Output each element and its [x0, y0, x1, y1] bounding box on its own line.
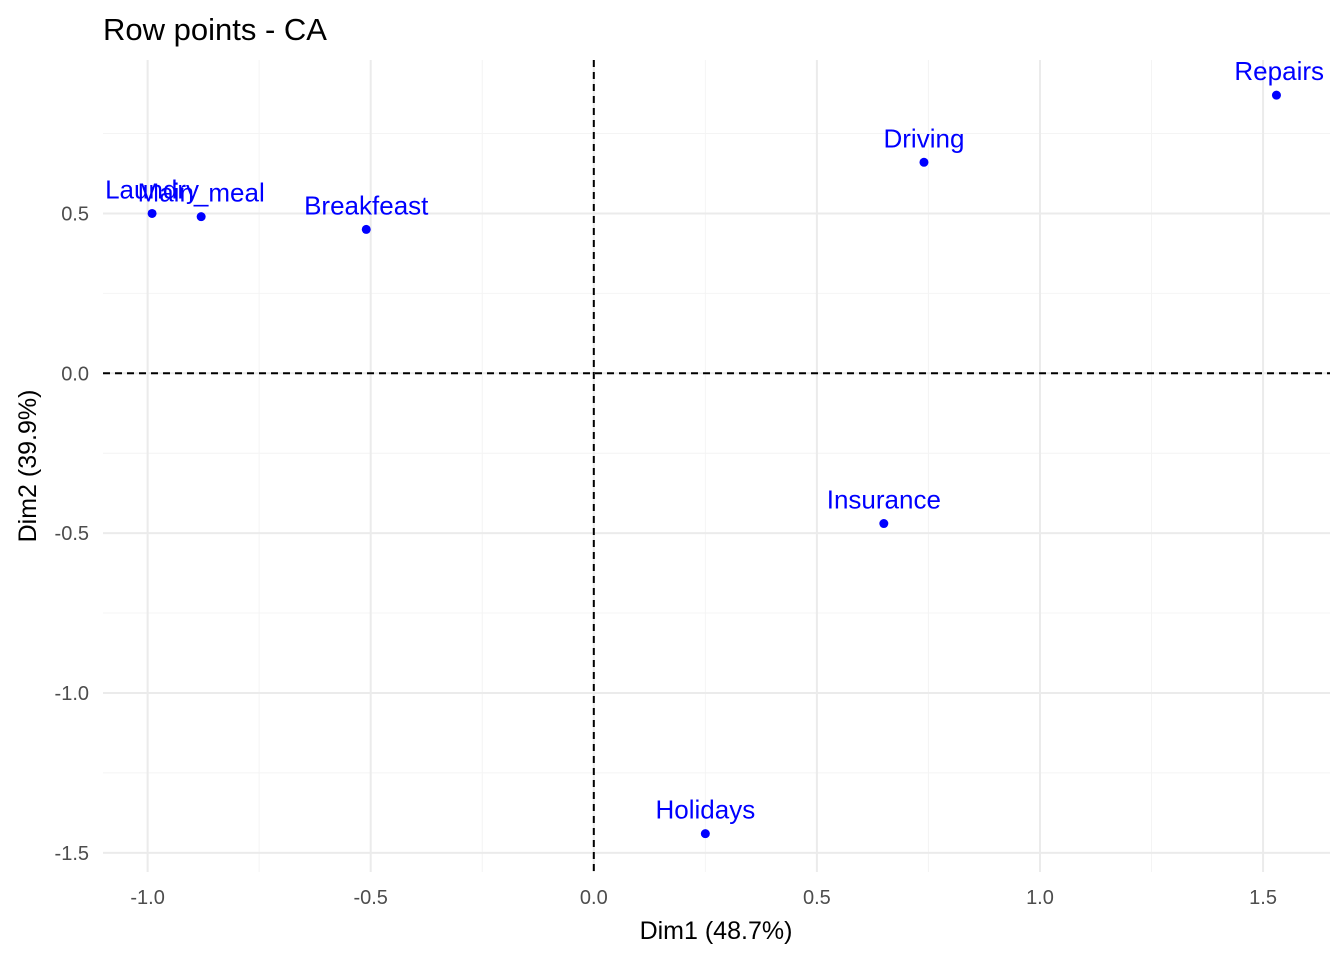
data-point-label: Breakfeast: [304, 190, 429, 220]
data-point-label: Main_meal: [138, 178, 265, 208]
y-tick-label: 0.0: [61, 363, 89, 385]
x-tick-label: 0.0: [580, 887, 608, 909]
data-point: [196, 212, 206, 222]
data-point: [147, 208, 157, 218]
data-point-label: Holidays: [655, 795, 755, 825]
grid: [103, 60, 1330, 872]
data-point: [361, 224, 371, 234]
x-tick-label: -1.0: [130, 887, 164, 909]
y-axis-tick-labels: -1.5 -1.0 -0.5 0.0 0.5: [55, 203, 89, 864]
y-tick-label: -1.0: [55, 683, 89, 705]
x-tick-label: 1.0: [1026, 887, 1054, 909]
data-point: [700, 829, 710, 839]
data-point-label: Insurance: [827, 485, 941, 515]
x-tick-label: 1.5: [1249, 887, 1277, 909]
x-axis-tick-labels: -1.0 -0.5 0.0 0.5 1.0 1.5: [130, 887, 1277, 909]
x-tick-label: -0.5: [353, 887, 387, 909]
data-point: [919, 157, 929, 167]
y-axis-title: Dim2 (39.9%): [14, 390, 42, 543]
x-axis-title: Dim1 (48.7%): [640, 917, 793, 945]
data-points: [147, 90, 1281, 839]
y-tick-label: 0.5: [61, 203, 89, 225]
data-point-label: Driving: [884, 123, 965, 153]
y-tick-label: -0.5: [55, 523, 89, 545]
data-point: [1271, 90, 1281, 100]
data-point-label: Repairs: [1234, 56, 1324, 86]
data-point: [879, 519, 889, 529]
reference-lines: [103, 60, 1330, 872]
x-tick-label: 0.5: [803, 887, 831, 909]
chart-title: Row points - CA: [103, 12, 327, 47]
data-point-label: Laundry: [105, 174, 199, 204]
y-tick-label: -1.5: [55, 843, 89, 865]
